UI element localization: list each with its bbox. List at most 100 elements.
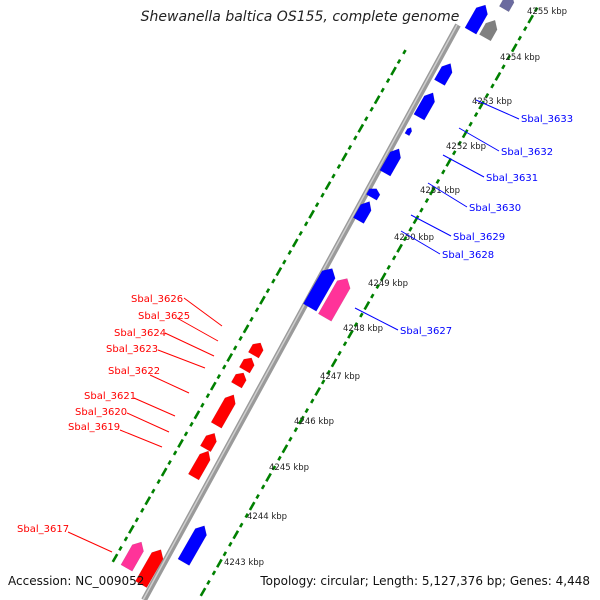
gene-label-leader-line	[119, 429, 163, 448]
inner-tick-mark	[193, 410, 201, 420]
gene-arrow[interactable]	[365, 188, 381, 201]
gene-label[interactable]: Sbal_3626	[131, 294, 183, 305]
inner-tick-mark	[324, 181, 332, 191]
outer-tick-mark	[363, 301, 371, 311]
outer-tick-mark	[510, 43, 518, 53]
kbp-label: 4255 kbp	[527, 7, 567, 17]
inner-tick-mark	[123, 536, 129, 542]
gene-arrow[interactable]	[199, 432, 217, 453]
gene-label[interactable]: Sbal_3622	[108, 366, 160, 377]
outer-tick-mark	[277, 455, 282, 461]
kbp-label: 4252 kbp	[446, 142, 486, 152]
outer-tick-mark	[265, 472, 272, 482]
inner-tick-mark	[265, 288, 271, 294]
outer-tick-mark	[370, 293, 375, 299]
inner-tick-mark	[200, 402, 205, 408]
gene-arrow[interactable]	[464, 4, 488, 35]
gene-label[interactable]: Sbal_3631	[486, 173, 538, 184]
gene-arrow[interactable]	[247, 342, 264, 359]
kbp-label: 4250 kbp	[394, 233, 434, 243]
gene-label-leader-line	[410, 214, 452, 237]
gene-arrow[interactable]	[302, 268, 336, 312]
gene-label[interactable]: Sbal_3630	[469, 203, 521, 214]
gene-arrow[interactable]	[352, 201, 372, 224]
gene-arrow[interactable]	[120, 541, 144, 572]
inner-tick-mark	[320, 192, 325, 198]
gene-label[interactable]: Sbal_3620	[75, 407, 127, 418]
gene-label[interactable]: Sbal_3624	[114, 328, 166, 339]
gene-arrow[interactable]	[238, 357, 255, 374]
inner-tick-mark	[259, 295, 266, 305]
inner-tick-mark	[128, 524, 135, 534]
outer-tick-mark	[419, 207, 424, 213]
inner-tick-mark	[167, 459, 172, 466]
inner-tick-mark	[357, 123, 365, 133]
gene-label-leader-line	[354, 307, 399, 331]
gene-label-leader-line	[400, 230, 441, 255]
kbp-label: 4246 kbp	[294, 417, 334, 427]
inner-tick-mark	[144, 496, 152, 506]
outer-tick-mark	[248, 501, 256, 511]
gene-arrow[interactable]	[135, 549, 164, 588]
outer-tick-mark	[501, 64, 506, 70]
gene-label[interactable]: Sbal_3628	[442, 250, 494, 261]
inner-tick-mark	[134, 517, 140, 523]
gene-label[interactable]: Sbal_3625	[138, 311, 190, 322]
outer-tick-mark	[255, 493, 260, 500]
inner-tick-mark	[140, 507, 145, 513]
inner-tick-mark	[118, 545, 123, 552]
gene-label[interactable]: Sbal_3619	[68, 422, 120, 433]
kbp-label: 4248 kbp	[343, 324, 383, 334]
gene-label[interactable]: Sbal_3629	[453, 232, 505, 243]
inner-tick-mark	[242, 324, 250, 334]
outer-tick-mark	[494, 71, 502, 81]
gene-arrow[interactable]	[177, 525, 207, 566]
gene-label[interactable]: Sbal_3633	[521, 114, 573, 125]
gene-arrow[interactable]	[379, 148, 401, 177]
inner-tick-mark	[353, 135, 358, 141]
inner-tick-mark	[183, 431, 189, 437]
gene-arrow[interactable]	[404, 127, 413, 137]
outer-tick-mark	[359, 312, 364, 318]
gene-label[interactable]: Sbal_3632	[501, 147, 553, 158]
inner-tick-mark	[275, 267, 283, 277]
gene-label[interactable]: Sbal_3617	[17, 524, 69, 535]
outer-tick-mark	[353, 322, 359, 328]
outer-tick-mark	[396, 243, 403, 253]
gene-arrow[interactable]	[187, 450, 211, 481]
outer-tick-mark	[435, 178, 441, 184]
gene-arrow[interactable]	[413, 92, 435, 121]
inner-tick-mark	[364, 116, 369, 122]
inner-tick-mark	[205, 393, 211, 399]
outer-tick-mark	[228, 541, 233, 547]
gene-label[interactable]: Sbal_3623	[106, 344, 158, 355]
inner-tick-mark	[160, 467, 168, 477]
gene-label[interactable]: Sbal_3621	[84, 391, 136, 402]
outer-tick-mark	[473, 112, 479, 118]
inner-tick-mark	[336, 163, 342, 170]
gene-arrow[interactable]	[433, 63, 453, 86]
gene-arrow[interactable]	[317, 278, 351, 322]
outer-tick-mark	[452, 150, 457, 156]
inner-tick-mark	[380, 87, 385, 93]
outer-tick-mark	[391, 255, 397, 261]
gene-arrow[interactable]	[479, 19, 498, 42]
inner-tick-mark	[111, 553, 119, 563]
outer-tick-mark	[320, 379, 326, 385]
outer-tick-mark	[297, 415, 305, 425]
gene-arrow[interactable]	[498, 0, 515, 13]
inner-tick-mark	[373, 95, 381, 105]
gene-label-leader-line	[126, 412, 170, 433]
inner-tick-mark	[226, 352, 234, 363]
kbp-label: 4245 kbp	[269, 463, 309, 473]
gene-label-leader-line	[427, 182, 468, 208]
outer-tick-mark	[441, 169, 446, 175]
gene-label-leader-line	[164, 332, 215, 357]
outer-tick-mark	[445, 157, 453, 167]
outer-tick-mark	[478, 100, 485, 110]
outer-tick-mark	[347, 329, 354, 339]
gene-arrow[interactable]	[210, 394, 236, 429]
gene-arrow[interactable]	[230, 372, 247, 389]
gene-label[interactable]: Sbal_3627	[400, 326, 452, 337]
